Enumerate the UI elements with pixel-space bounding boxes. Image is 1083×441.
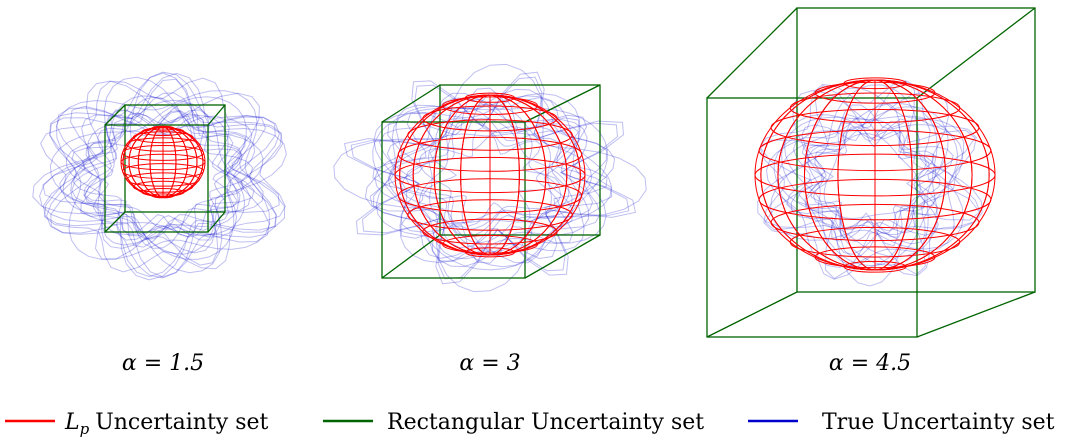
true-set-wire [424, 128, 559, 227]
panel-label: α = 1.5 [122, 351, 204, 376]
legend-label: Rectangular Uncertainty set [387, 410, 704, 435]
box-edge [917, 292, 1035, 337]
box-edge [382, 235, 440, 278]
legend-subscript: p [80, 420, 90, 438]
wireframes [33, 8, 1035, 337]
box-edge [707, 8, 797, 98]
figure: α = 1.5 α = 3 α = 4.5 LpUncertainty set … [0, 0, 1083, 441]
box-edge [382, 85, 440, 122]
legend-label: Lp Uncertainty set [64, 410, 269, 438]
panel-label: α = 4.5 [829, 351, 911, 376]
panel-label: α = 3 [459, 351, 520, 376]
legend-text: Uncertainty set [95, 410, 268, 435]
box-edge [917, 8, 1035, 98]
legend-label: True Uncertainty set [822, 410, 1055, 435]
box-edge [707, 292, 797, 337]
figure-canvas: α = 1.5 α = 3 α = 4.5 LpUncertainty set … [0, 0, 1083, 441]
legend-symbol: L [64, 410, 80, 435]
true-set-wire [33, 81, 285, 280]
